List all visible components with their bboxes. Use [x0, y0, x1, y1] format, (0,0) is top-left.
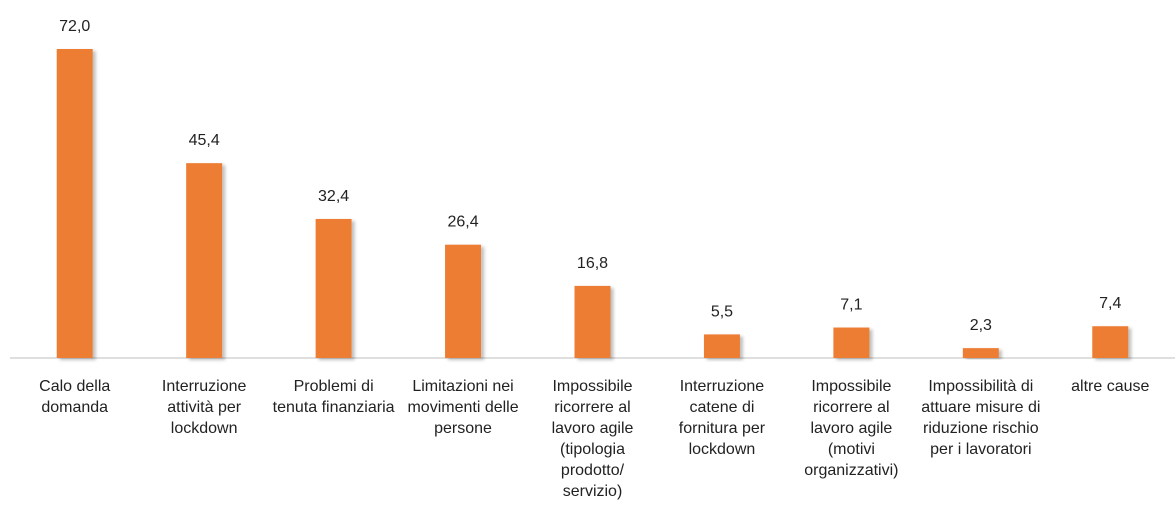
bar: [833, 327, 870, 358]
value-label: 7,1: [840, 297, 862, 314]
value-label: 32,4: [318, 188, 349, 205]
bar: [315, 218, 352, 358]
bar: [703, 334, 740, 358]
value-label: 5,5: [711, 303, 733, 320]
x-tick-label: Problemi di tenuta finanziaria: [272, 378, 395, 416]
value-label: 72,0: [59, 18, 90, 35]
x-tick-label: altre cause: [1071, 378, 1150, 395]
x-tick-label: Impossibile ricorrere al lavoro agile (t…: [551, 378, 634, 500]
value-label: 26,4: [447, 214, 478, 231]
x-tick-label: Calo della domanda: [39, 378, 111, 416]
bar: [186, 163, 223, 358]
x-tick-label: Interruzione attività per lockdown: [161, 378, 247, 437]
bar: [574, 285, 611, 358]
x-tick-label: Limitazioni nei movimenti delle persone: [407, 378, 519, 437]
value-label: 2,3: [970, 317, 992, 334]
value-label: 16,8: [577, 255, 608, 272]
value-label: 45,4: [189, 132, 220, 149]
bar: [962, 348, 999, 358]
x-tick-label: Impossibile ricorrere al lavoro agile (m…: [804, 378, 899, 479]
x-tick-label: Interruzione catene di fornitura per loc…: [678, 378, 766, 458]
bar: [1092, 326, 1129, 358]
bar: [56, 49, 93, 358]
bar: [445, 244, 482, 358]
value-label: 7,4: [1099, 295, 1121, 312]
x-tick-label: Impossibilità di attuare misure di riduz…: [921, 378, 1041, 458]
